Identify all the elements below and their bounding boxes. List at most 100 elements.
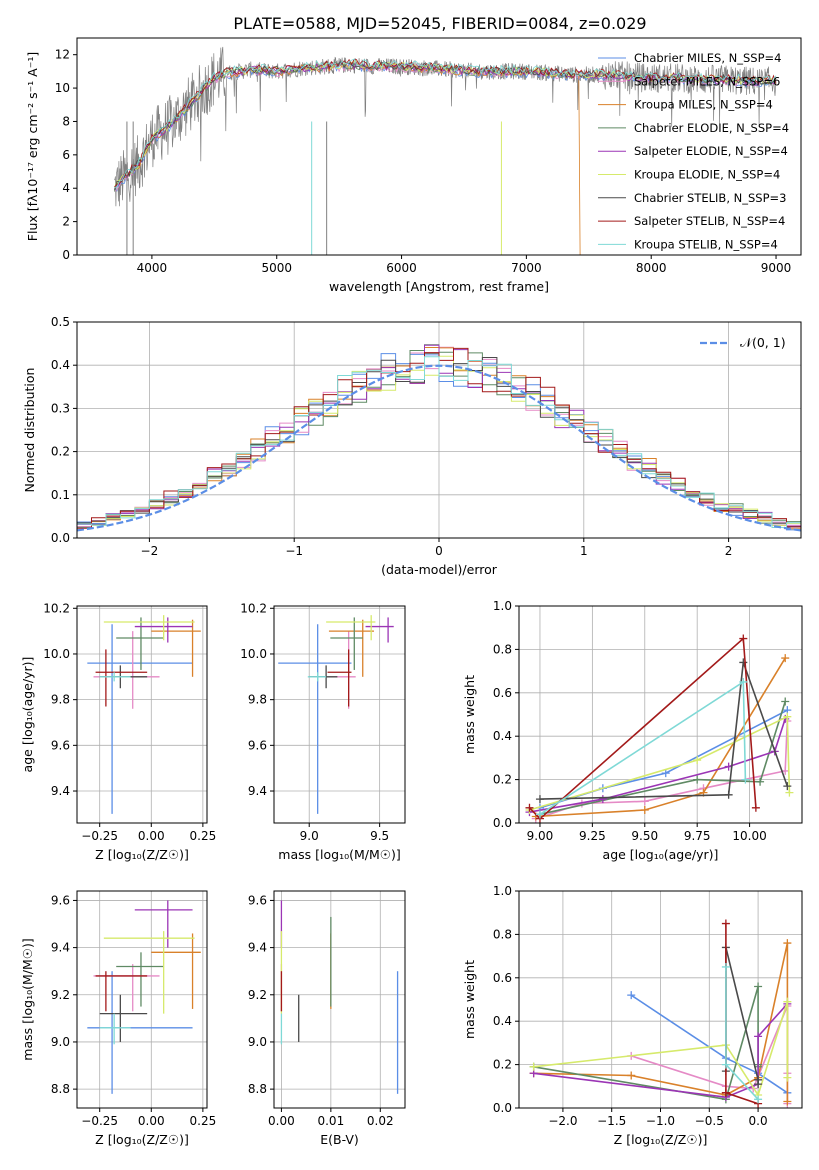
plus-marker bbox=[627, 1071, 636, 1080]
y-tick-label: 2 bbox=[62, 215, 70, 229]
series-line bbox=[533, 942, 789, 1102]
plus-marker bbox=[783, 1097, 792, 1106]
y-tick-label: 0.4 bbox=[493, 1014, 512, 1028]
y-axis-label: mass weight bbox=[462, 960, 477, 1039]
y-tick-label: 0.0 bbox=[51, 531, 70, 545]
x-tick-label: 2 bbox=[725, 544, 733, 558]
y-tick-label: 10.0 bbox=[240, 647, 267, 661]
x-tick-label: 0.02 bbox=[367, 1114, 394, 1128]
y-tick-label: 0 bbox=[62, 248, 70, 262]
plus-marker bbox=[783, 997, 792, 1006]
series-line bbox=[529, 715, 791, 811]
x-axis-label: Z [log₁₀(Z/Z☉)] bbox=[95, 847, 189, 862]
y-tick-label: 9.8 bbox=[248, 693, 267, 707]
axes-frame bbox=[76, 890, 208, 1109]
y-tick-label: 9.0 bbox=[248, 1035, 267, 1049]
plus-marker bbox=[756, 777, 765, 786]
spectrum-legend: Chabrier MILES, N_SSP=4 Salpeter MILES, N… bbox=[598, 51, 789, 251]
plot-area bbox=[529, 919, 792, 1108]
y-tick-label: 9.4 bbox=[248, 784, 267, 798]
mass-vs-z-panel: −0.25 0.00 0.25 8.8 9.0 9.2 9.4 9.6 Z [log₁₀(Z/Z… bbox=[20, 890, 216, 1147]
x-tick-label: −1 bbox=[285, 544, 303, 558]
x-tick-label: −2.0 bbox=[548, 1114, 577, 1128]
y-tick-label: 0.6 bbox=[493, 686, 512, 700]
figure-title: PLATE=0588, MJD=52045, FIBERID=0084, z=0… bbox=[233, 14, 646, 33]
x-tick-label: −1.0 bbox=[646, 1114, 675, 1128]
plot-area bbox=[278, 615, 394, 814]
x-tick-label: 6000 bbox=[386, 261, 417, 275]
age-vs-mass-panel: 9.0 9.5 9.4 9.6 9.8 10.0 10.2 mass [log₁₀(M/M☉)… bbox=[240, 601, 406, 862]
x-axis-label: mass [log₁₀(M/M☉)] bbox=[278, 847, 400, 862]
x-axis-label: Z [log₁₀(Z/Z☉)] bbox=[95, 1132, 189, 1147]
legend-label: Kroupa STELIB, N_SSP=4 bbox=[634, 237, 778, 251]
plus-marker bbox=[754, 982, 763, 991]
y-tick-label: 10.2 bbox=[240, 601, 267, 615]
y-tick-label: 0.4 bbox=[51, 358, 70, 372]
legend-label: Chabrier STELIB, N_SSP=3 bbox=[634, 191, 786, 205]
x-tick-label: 9.00 bbox=[527, 829, 554, 843]
x-axis-label: age [log₁₀(age/yr)] bbox=[603, 847, 719, 862]
y-tick-label: 12 bbox=[55, 48, 70, 62]
plus-marker bbox=[598, 795, 607, 804]
legend-label: Salpeter MILES, N_SSP=6 bbox=[634, 74, 780, 88]
x-tick-label: −2 bbox=[141, 544, 159, 558]
plus-marker bbox=[721, 962, 730, 971]
y-tick-label: 9.6 bbox=[51, 893, 70, 907]
x-tick-label: 9.25 bbox=[579, 829, 606, 843]
plot-area bbox=[525, 634, 794, 823]
y-tick-label: 9.8 bbox=[51, 693, 70, 707]
y-tick-label: 9.4 bbox=[248, 941, 267, 955]
plus-marker bbox=[525, 803, 534, 812]
plus-marker bbox=[529, 1062, 538, 1071]
plus-marker bbox=[661, 769, 670, 778]
x-tick-label: 9000 bbox=[761, 261, 792, 275]
mass-weight-vs-age-panel: 9.00 9.25 9.50 9.75 10.00 0.0 0.2 0.4 0.6 0.8 1.0 a… bbox=[462, 599, 803, 862]
plot-area bbox=[280, 900, 399, 1094]
age-vs-z-panel: −0.25 0.00 0.25 9.4 9.6 9.8 10.0 10.2 Z [log₁₀(Z… bbox=[20, 601, 216, 862]
plus-marker bbox=[721, 919, 730, 928]
series-line bbox=[539, 662, 789, 800]
y-tick-label: 0.8 bbox=[493, 642, 512, 656]
y-tick-label: 1.0 bbox=[493, 884, 512, 898]
series-line bbox=[528, 636, 757, 820]
plus-marker bbox=[693, 756, 702, 765]
y-tick-label: 9.2 bbox=[248, 988, 267, 1002]
y-tick-label: 0.4 bbox=[493, 729, 512, 743]
y-axis-label: mass [log₁₀(M/M☉)] bbox=[20, 938, 35, 1060]
plus-marker bbox=[739, 634, 748, 643]
y-tick-label: 0.2 bbox=[493, 1058, 512, 1072]
y-tick-label: 10 bbox=[55, 81, 70, 95]
y-tick-label: 0.3 bbox=[51, 401, 70, 415]
x-tick-label: 7000 bbox=[511, 261, 542, 275]
x-tick-label: 9.75 bbox=[684, 829, 711, 843]
y-axis-label: mass weight bbox=[462, 675, 477, 754]
x-tick-label: 0.01 bbox=[317, 1114, 344, 1128]
y-axis-label: Flux [fλ10⁻¹⁷ erg cm⁻² s⁻¹ A⁻¹] bbox=[25, 52, 40, 241]
plus-marker bbox=[785, 788, 794, 797]
plus-marker bbox=[721, 1088, 730, 1097]
plus-marker bbox=[754, 1095, 763, 1104]
y-axis-label: age [log₁₀(age/yr)] bbox=[20, 657, 35, 773]
plus-marker bbox=[741, 775, 750, 784]
y-tick-label: 0.0 bbox=[493, 816, 512, 830]
y-tick-label: 0.0 bbox=[493, 1101, 512, 1115]
y-tick-label: 0.8 bbox=[493, 927, 512, 941]
plus-marker bbox=[535, 795, 544, 804]
x-tick-label: −0.5 bbox=[695, 1114, 724, 1128]
y-tick-label: 0.2 bbox=[493, 773, 512, 787]
x-tick-label: 0.00 bbox=[138, 829, 165, 843]
mass-weight-vs-z-panel: −2.0 −1.5 −1.0 −0.5 0.0 0.0 0.2 0.4 0.6 0.8 1.0 Z [… bbox=[462, 884, 803, 1147]
model-spectrum-line bbox=[114, 58, 777, 188]
plot-area bbox=[77, 344, 801, 538]
x-tick-label: 0 bbox=[435, 544, 443, 558]
histogram-legend: 𝒩(0, 1) bbox=[700, 335, 786, 350]
x-tick-label: −0.25 bbox=[81, 1114, 118, 1128]
x-tick-label: 0.25 bbox=[190, 829, 217, 843]
plus-marker bbox=[783, 712, 792, 721]
y-tick-label: 1.0 bbox=[493, 599, 512, 613]
y-tick-label: 10.2 bbox=[43, 601, 70, 615]
x-tick-label: 0.0 bbox=[749, 1114, 768, 1128]
plus-marker bbox=[724, 790, 733, 799]
axes-frame bbox=[76, 605, 208, 824]
